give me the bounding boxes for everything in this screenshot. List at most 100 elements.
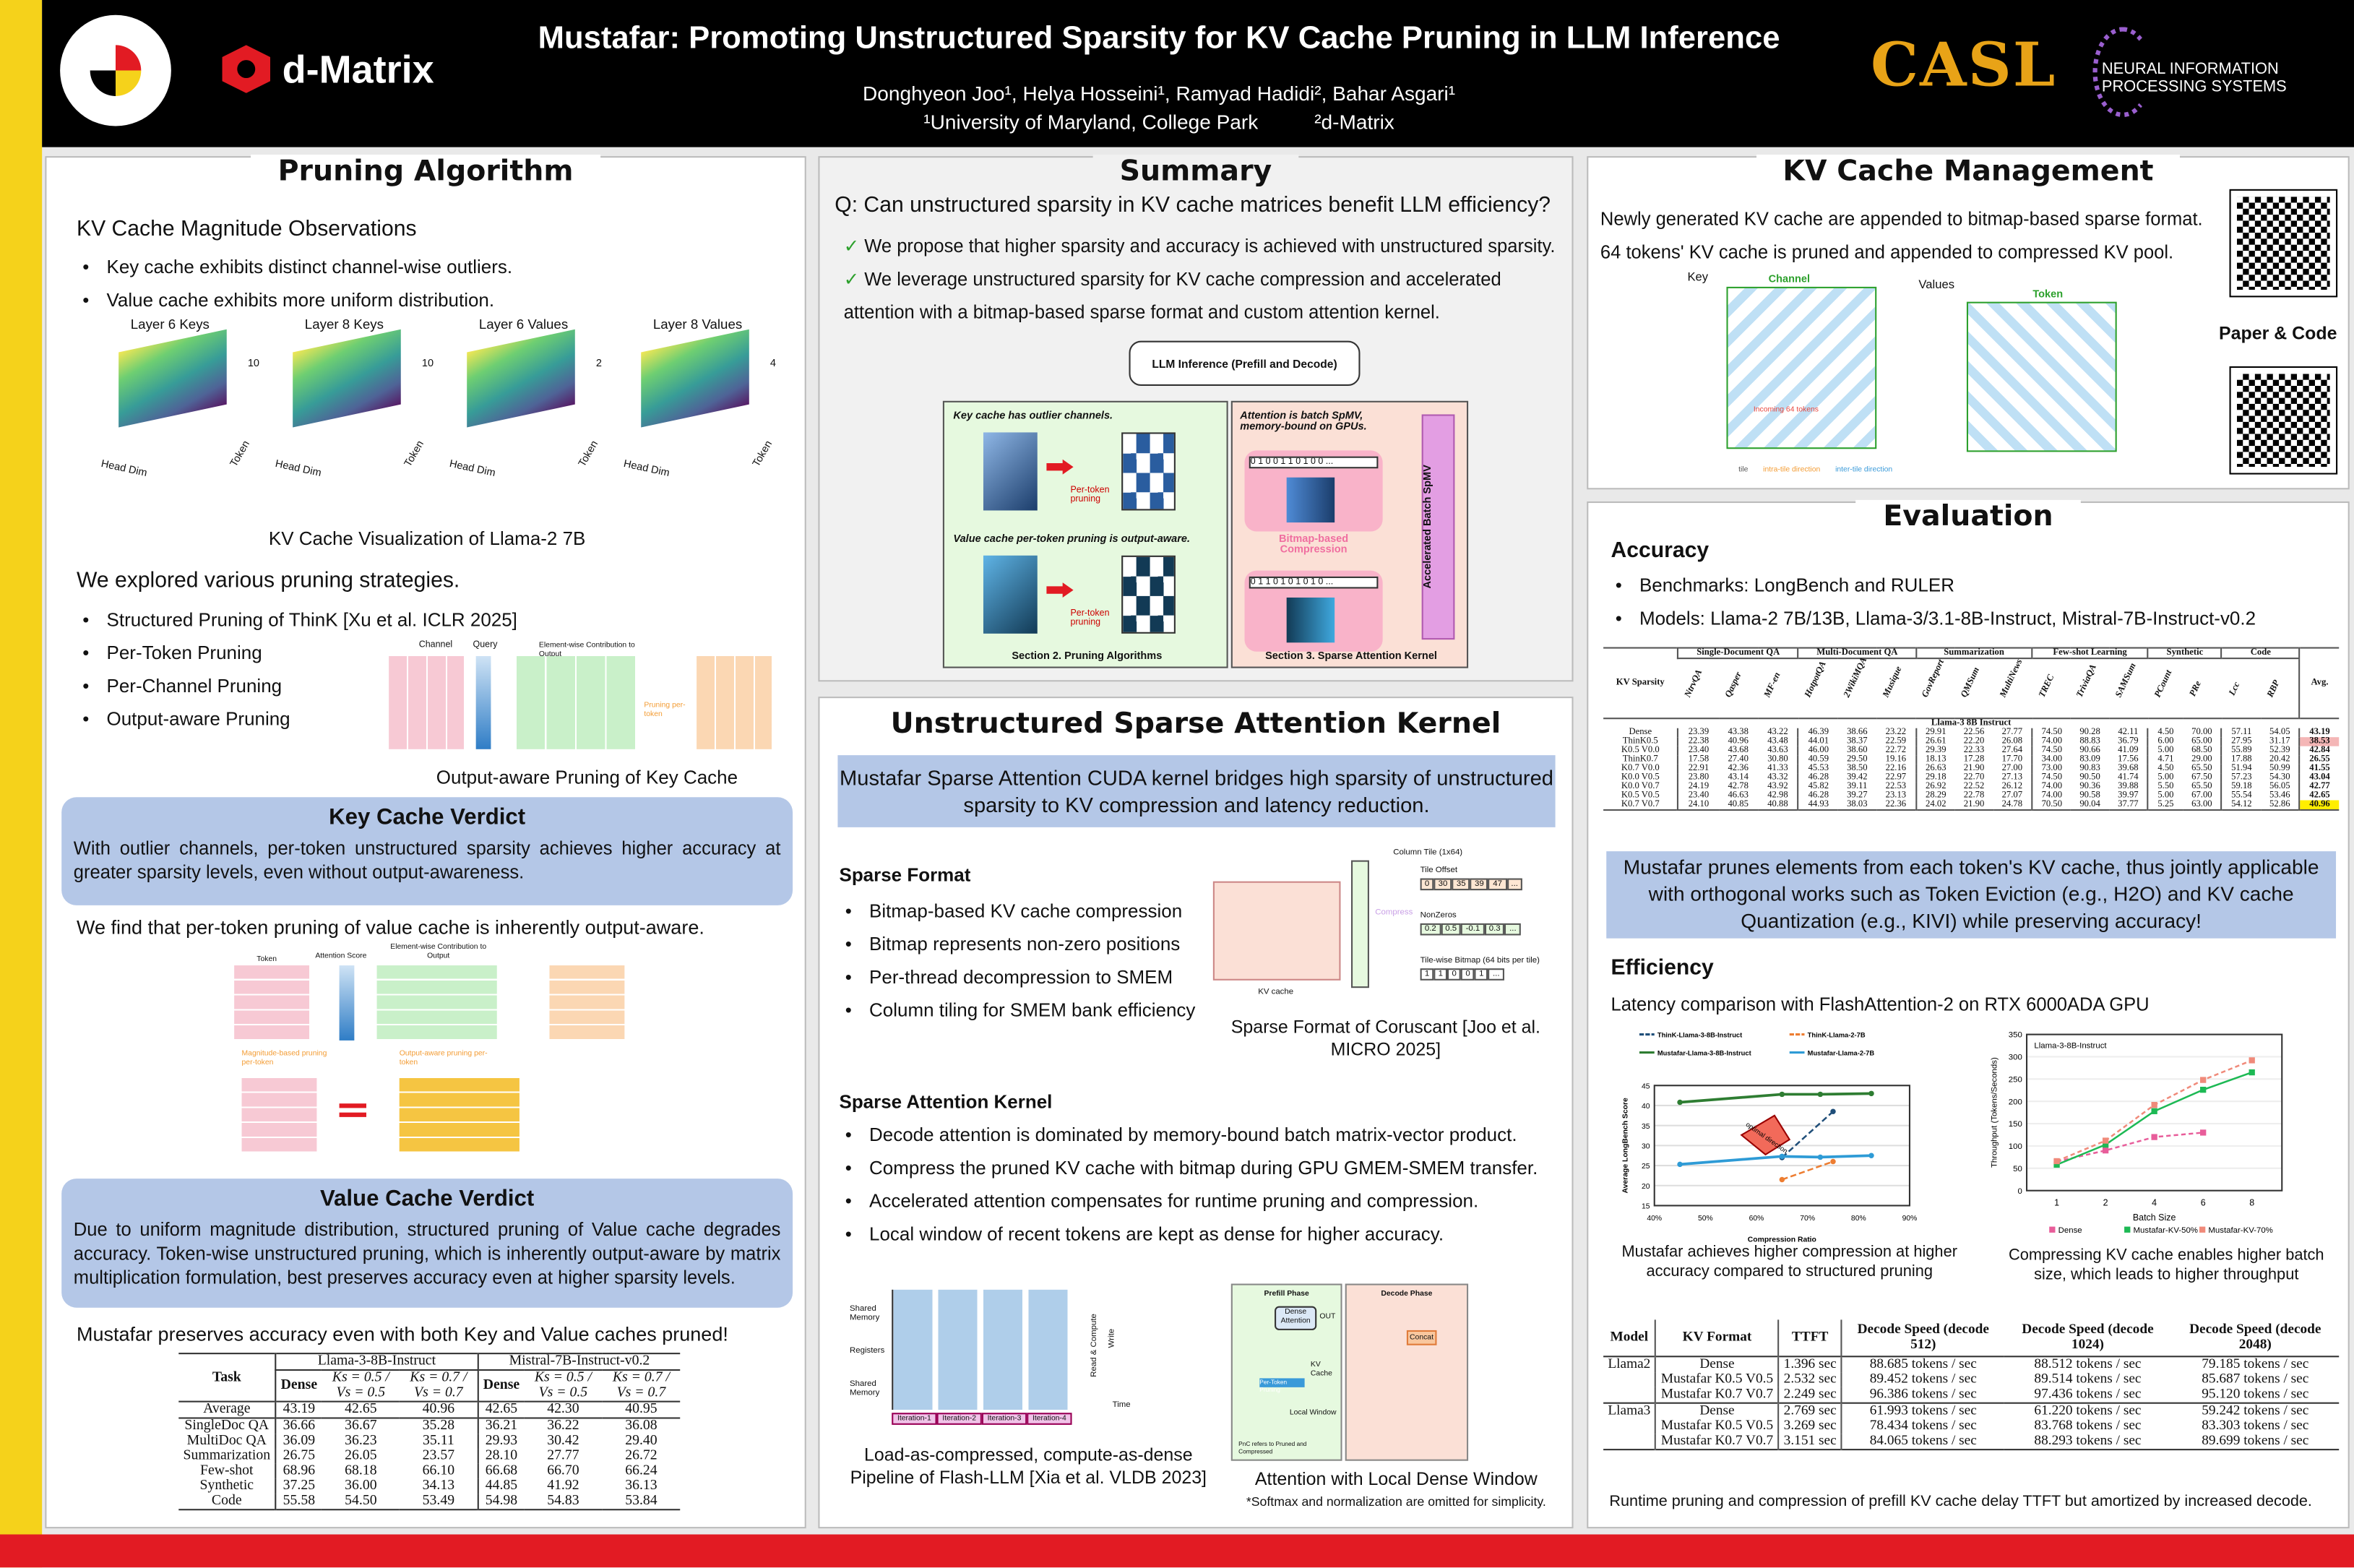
column-header: RBP — [2261, 658, 2300, 718]
table-cell: 43.22 — [1767, 728, 1788, 738]
table-cell: 66.70 — [547, 1463, 579, 1479]
legend-label: Mustafar-Llama-3-8B-Instruct — [1657, 1050, 1751, 1057]
table-cell: 26.08 — [2001, 737, 2023, 746]
table-cell: 35.28 — [422, 1418, 455, 1434]
table-cell: 6.00 — [2147, 737, 2183, 746]
table-cell: 21.90 — [1963, 764, 1985, 774]
table-cell: 90.50 — [2079, 773, 2100, 783]
accuracy-points: Benchmarks: LongBench and RULER Models: … — [1609, 569, 2256, 634]
model-cell — [1603, 1419, 1656, 1434]
nonzero-cell: -0.1 — [1461, 923, 1485, 936]
table-cell: 27.95 — [2220, 737, 2261, 746]
table-header-row: Task Llama-3-8B-Instruct Mistral-7B-Instru… — [178, 1353, 681, 1385]
table-cell: 40.85 — [1728, 800, 1749, 809]
table-cell: 26.55 — [2298, 755, 2340, 764]
table-cell: 5.00 — [2147, 746, 2183, 756]
umd-logo — [60, 14, 171, 126]
table-cell: 22.70 — [1963, 773, 1985, 783]
fig-label: Query — [473, 641, 498, 650]
table-cell: 28.29 — [1915, 791, 1955, 801]
table-cell: 39.11 — [1847, 782, 1868, 792]
accuracy-point: Models: Llama-2 7B/13B, Llama-3/3.1-8B-I… — [1609, 602, 2256, 635]
column-header: Lcc — [2222, 658, 2261, 718]
table-cell: 84.065 tokens / sec — [1840, 1434, 2004, 1450]
table-row: Llama3 Dense 2.769 sec 61.993 tokens / sec 6… — [1603, 1403, 2340, 1419]
table-cell: 5.00 — [2147, 791, 2183, 801]
table-cell: 37.77 — [2118, 800, 2139, 809]
section-title: KV Cache Management — [1756, 155, 2181, 188]
table-cell: 2.532 sec — [1777, 1372, 1842, 1387]
table-cell: 44.01 — [1797, 737, 1838, 746]
plot-surface — [641, 329, 749, 428]
table-cell: 36.09 — [275, 1434, 322, 1449]
kvm-line: Newly generated KV cache are appended to… — [1600, 208, 2203, 230]
time-label: Time — [1112, 1400, 1131, 1410]
casl-logo: CASL — [1870, 30, 2057, 101]
check-icon: ✓ — [843, 236, 865, 257]
table-header-row: KV Sparsity Single-Document QA Multi-Docum… — [1603, 647, 2340, 719]
table-cell: 36.00 — [345, 1478, 377, 1494]
table-cell: 4.50 — [2147, 728, 2183, 738]
table-cell: 27.40 — [1728, 755, 1749, 764]
table-cell: 27.00 — [2001, 764, 2023, 774]
group-header: Synthetic — [2147, 647, 2222, 660]
decode-phase-box: Decode Phase Concat — [1345, 1283, 1469, 1461]
fig-label: Decode Phase — [1381, 1289, 1433, 1299]
column-header: MultiNews — [1993, 658, 2032, 718]
bitmap: 0 1 1 0 1 0 1 0 1 0 ... — [1249, 576, 1379, 589]
qr-code-code[interactable] — [2229, 366, 2338, 475]
table-cell: 23.40 — [1677, 746, 1719, 756]
pruning-panel: Pruning Algorithm KV Cache Magnitude Obs… — [45, 155, 806, 1529]
table-cell: 68.18 — [345, 1463, 377, 1479]
legend-label: Mustafar-KV-70% — [2208, 1226, 2272, 1235]
column-header: MF-en — [1758, 658, 1798, 718]
decode-speed-table: Model KV Format TTFT Decode Speed (decode 5… — [1603, 1319, 2340, 1451]
table-cell: K0.7 V0.7 — [1621, 800, 1660, 809]
pipeline-figure: Shared Memory Registers Shared Memory It… — [850, 1284, 1225, 1464]
model-cell — [1603, 1372, 1656, 1387]
table-cell: 28.10 — [477, 1449, 525, 1464]
table-cell: Mustafar K0.5 V0.5 — [1655, 1418, 1779, 1434]
column-label: MF-en — [1763, 671, 1783, 699]
qr-code-paper[interactable] — [2229, 189, 2338, 298]
values-label: Values — [1918, 277, 1955, 292]
data-point — [2249, 1057, 2255, 1064]
legend-item: intra-tile direction — [1763, 465, 1821, 475]
table-row: Mustafar K0.7 V0.7 2.249 sec 96.386 tokens… — [1603, 1387, 2339, 1403]
table-cell: 23.22 — [1885, 728, 1907, 738]
table-cell: 40.96 — [2298, 800, 2340, 810]
table-cell: 65.00 — [2191, 737, 2212, 746]
model-cell: Llama2 — [1608, 1357, 1651, 1373]
table-cell: 36.79 — [2118, 737, 2139, 746]
accelerated-spmv-arrow: Accelerated Batch SpMV — [1421, 414, 1455, 640]
table-row: SingleDoc QA 36.66 36.67 35.28 36.21 36.22 36.… — [178, 1418, 681, 1434]
observations-list: Key cache exhibits distinct channel-wise… — [77, 251, 512, 316]
x-tick-label: 80% — [1851, 1215, 1866, 1223]
table-cell: 79.185 tokens / sec — [2202, 1357, 2309, 1373]
series-line — [2056, 1132, 2204, 1163]
kvm-lines: Newly generated KV cache are appended to… — [1600, 203, 2203, 269]
table-cell: 90.28 — [2079, 728, 2100, 738]
section3-label: Section 3. Sparse Attention Kernel — [1265, 651, 1437, 663]
key-label: Key — [1687, 270, 1709, 284]
key-verdict-title: Key Cache Verdict — [329, 804, 526, 831]
fig-label: Tile-wise Bitmap (64 bits per tile) — [1420, 956, 1540, 966]
model-header: Mistral-7B-Instruct-v0.2 — [477, 1353, 681, 1371]
magnitude-pruned-matrix — [241, 1077, 317, 1153]
table-cell: 29.91 — [1915, 728, 1955, 738]
table-cell: 24.10 — [1677, 800, 1719, 810]
table-cell: 67.50 — [2191, 773, 2212, 783]
fig-label: Pruning per-token — [644, 701, 686, 720]
y-tick-label: 15 — [1642, 1203, 1650, 1211]
contribution-label: Element-wise Contribution to Output — [390, 942, 487, 961]
table-cell: 5.00 — [2147, 773, 2183, 783]
fig-label: Token — [2032, 290, 2064, 301]
chart-caption-left: Mustafar achieves higher compression at … — [1621, 1243, 1957, 1281]
series-line — [2056, 1071, 2253, 1166]
table-cell: 43.92 — [1767, 782, 1788, 792]
table-cell: 23.57 — [422, 1449, 455, 1464]
pruning-box: Per-Token Pruning — [1259, 1378, 1305, 1393]
key-matrix — [389, 655, 465, 749]
table-cell: 46.63 — [1728, 791, 1749, 801]
table-cell: 21.90 — [1963, 800, 1985, 809]
